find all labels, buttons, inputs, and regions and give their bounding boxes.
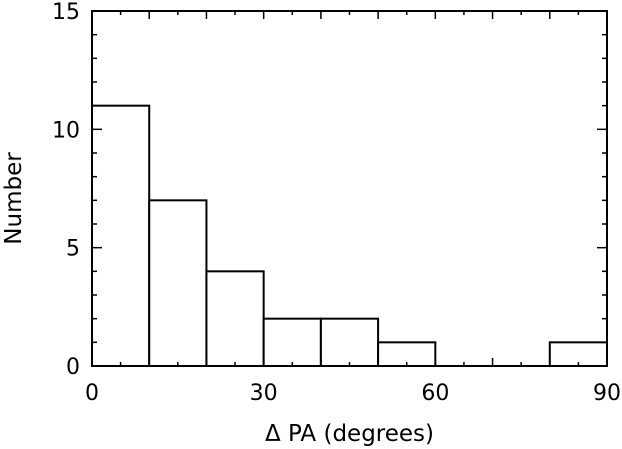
histogram-bar	[205, 270, 265, 368]
x-tick-labels: 0 30 60 90	[85, 381, 621, 406]
y-tick-label: 0	[66, 355, 80, 380]
x-tick-label: 90	[593, 381, 621, 406]
y-tick-label: 15	[52, 0, 80, 25]
axis-ticks	[91, 10, 608, 367]
histogram-bar	[91, 104, 151, 368]
histogram-bar	[319, 317, 380, 367]
y-tick-labels: 0 5 10 15	[52, 0, 80, 380]
x-tick-label: 0	[85, 381, 99, 406]
x-axis-title: Δ PA (degrees)	[265, 421, 434, 447]
histogram-bar	[262, 317, 322, 367]
x-tick-label: 30	[250, 381, 278, 406]
x-tick-label: 60	[421, 381, 449, 406]
y-tick-label: 5	[66, 237, 80, 262]
histogram-bar	[148, 199, 208, 367]
y-axis-title: Number	[1, 152, 27, 245]
y-tick-label: 10	[52, 118, 80, 143]
histogram-bars	[91, 104, 608, 368]
